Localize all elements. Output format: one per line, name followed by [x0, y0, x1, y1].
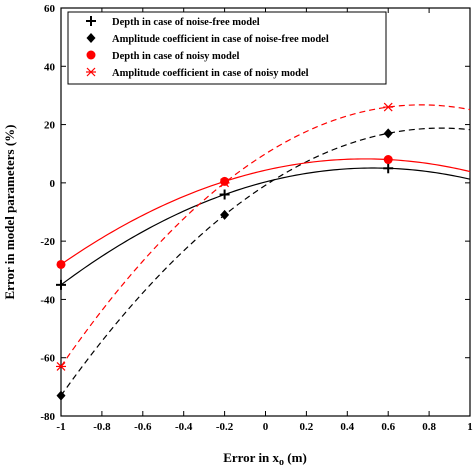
legend: Depth in case of noise-free model Amplitu… — [67, 11, 387, 85]
markers — [56, 102, 394, 401]
x-tick-label: -0.2 — [216, 421, 234, 433]
series-line-4 — [60, 104, 471, 367]
data-point-s1-3 — [383, 163, 394, 174]
legend-marker-4 — [86, 67, 96, 77]
x-tick-label: 0 — [263, 421, 269, 433]
data-point-s2-1 — [56, 390, 66, 401]
y-tick-label: 60 — [44, 3, 56, 15]
x-tick-label: -0.6 — [134, 421, 152, 433]
curves — [60, 104, 471, 396]
y-tick-label: 20 — [44, 120, 56, 132]
legend-marker-1 — [86, 16, 96, 26]
legend-label-4: Amplitude coefficient in case of noisy m… — [112, 68, 309, 79]
legend-marker-3 — [86, 50, 96, 60]
y-tick-label: -60 — [40, 353, 55, 365]
x-tick-label: 0.6 — [381, 421, 395, 433]
x-tick-label: 1 — [467, 421, 473, 433]
data-point-s1-1 — [56, 279, 66, 290]
x-axis-label: Error in xo (m) — [223, 450, 307, 467]
data-point-s2-3 — [383, 128, 393, 139]
y-axis-label: Error in model parameters (%) — [2, 125, 17, 300]
legend-box — [67, 11, 387, 85]
y-tick-label: -20 — [40, 236, 55, 248]
data-point-s3-2 — [220, 176, 230, 186]
legend-label-3: Depth in case of noisy model — [112, 51, 240, 62]
series-line-1 — [60, 167, 471, 286]
x-tick-label: -0.4 — [175, 421, 193, 433]
data-point-s1-2 — [219, 189, 230, 200]
data-point-s4-2 — [219, 178, 230, 188]
x-tick-label: 0.2 — [300, 421, 314, 433]
legend-marker-2 — [86, 33, 96, 43]
y-tick-label: -80 — [40, 411, 55, 423]
data-point-s4-1 — [56, 362, 66, 371]
y-tick-label: -40 — [40, 294, 55, 306]
x-tick-label: -1 — [56, 421, 65, 433]
data-point-s2-2 — [220, 209, 230, 220]
legend-label-2: Amplitude coefficient in case of noise-f… — [112, 34, 329, 45]
y-tick-label: 40 — [44, 61, 56, 73]
x-tick-label: -0.8 — [93, 421, 111, 433]
x-tick-label: 0.8 — [422, 421, 436, 433]
series-line-2 — [60, 127, 471, 396]
y-tick-label: 0 — [50, 178, 56, 190]
legend-label-1: Depth in case of noise-free model — [112, 17, 260, 28]
data-point-s3-1 — [56, 259, 66, 269]
data-point-s4-3 — [383, 102, 394, 112]
axes: -1 -0.8 -0.6 -0.4 -0.2 0 0.2 0.4 0.6 0.8 1 -80 -60 -4… — [40, 3, 472, 433]
data-point-s3-3 — [383, 155, 393, 165]
x-tick-label: 0.4 — [340, 421, 354, 433]
series-line-3 — [60, 158, 471, 265]
